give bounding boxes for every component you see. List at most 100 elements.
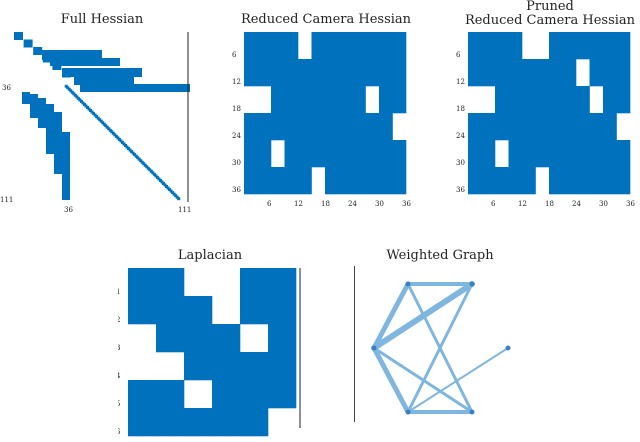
- reduced-cell: [365, 167, 380, 181]
- pruned-cell: [481, 126, 496, 141]
- laplacian-cell: [170, 338, 185, 353]
- reduced-cell: [365, 113, 380, 127]
- reduced-cell: [284, 167, 299, 181]
- laplacian-cell: [212, 352, 227, 367]
- reduced-cell: [311, 140, 326, 154]
- laplacian-cell: [226, 338, 241, 353]
- laplacian-cell: [198, 324, 213, 339]
- reduced-tick-x: 18: [321, 200, 330, 208]
- fh-point-block: [148, 168, 152, 172]
- pruned-cell: [495, 167, 509, 181]
- reduced-cell: [392, 86, 407, 100]
- fh-point-block: [140, 160, 144, 164]
- reduced-cell: [325, 126, 339, 141]
- fh-point-block: [104, 124, 108, 128]
- reduced-cell: [284, 180, 299, 195]
- graph-node: [469, 409, 475, 415]
- fh-point-block: [125, 145, 129, 149]
- laplacian-cell: [156, 394, 171, 409]
- pruned-cell: [481, 113, 496, 127]
- weighted-graph-plot: [371, 281, 511, 415]
- laplacian-cell: [254, 310, 269, 325]
- laplacian-cell: [226, 422, 241, 437]
- reduced-cell: [271, 99, 285, 114]
- laplacian-tick-y: 6: [118, 428, 121, 436]
- reduced-cell: [284, 59, 299, 73]
- laplacian-cell: [184, 324, 199, 339]
- fh-tick-left: 111: [0, 196, 13, 204]
- fh-point-block: [75, 95, 79, 99]
- fh-point-block: [114, 134, 118, 138]
- laplacian-cell: [282, 296, 297, 311]
- pruned-cell: [616, 72, 631, 87]
- pruned-cell: [562, 86, 577, 100]
- pruned-cell: [508, 72, 523, 87]
- fh-point-block: [81, 101, 85, 105]
- reduced-cell: [338, 126, 353, 141]
- laplacian-cell: [212, 422, 227, 437]
- laplacian-cell: [156, 310, 171, 325]
- reduced-cell: [298, 140, 312, 154]
- fh-point-block: [154, 174, 158, 178]
- laplacian-cell: [156, 268, 171, 283]
- pruned-cell: [508, 140, 523, 154]
- fh-offdiag-band: [62, 68, 142, 77]
- fh-point-block: [67, 87, 71, 91]
- pruned-cell: [495, 32, 509, 46]
- reduced-cell: [311, 126, 326, 141]
- laplacian-cell: [212, 408, 227, 423]
- laplacian-cell: [226, 380, 241, 395]
- laplacian-cell: [142, 394, 157, 409]
- laplacian-cell: [268, 366, 283, 381]
- pruned-cell: [549, 180, 563, 195]
- pruned-cell: [589, 126, 604, 141]
- pruned-cell: [495, 180, 509, 195]
- fh-point-block: [158, 178, 162, 182]
- fh-point-block: [98, 118, 102, 122]
- fh-point-block: [137, 157, 141, 161]
- pruned-cell: [603, 59, 617, 73]
- laplacian-cell: [184, 310, 199, 325]
- reduced-cell: [325, 99, 339, 114]
- laplacian-cell: [156, 296, 171, 311]
- laplacian-tick-y: 5: [118, 400, 120, 408]
- reduced-cell: [352, 167, 366, 181]
- reduced-cell: [284, 86, 299, 100]
- reduced-tick-x: 24: [348, 200, 357, 208]
- graph-edge: [406, 282, 474, 414]
- reduced-cell: [379, 113, 393, 127]
- reduced-cell: [257, 126, 272, 141]
- reduced-cell: [365, 32, 380, 46]
- pruned-cell: [535, 72, 550, 87]
- pruned-cell: [481, 45, 496, 60]
- fh-point-block: [162, 182, 165, 185]
- reduced-tick-y: 18: [232, 105, 241, 113]
- reduced-cell: [257, 140, 272, 154]
- fh-point-block: [86, 106, 89, 109]
- reduced-cell: [352, 140, 366, 154]
- pruned-cell: [522, 99, 536, 114]
- reduced-cell: [257, 167, 272, 181]
- laplacian-cell: [226, 324, 241, 339]
- reduced-cell: [257, 113, 272, 127]
- laplacian-cell: [254, 282, 269, 297]
- graph-edge: [407, 347, 509, 413]
- reduced-cell: [271, 86, 285, 100]
- pruned-cell: [508, 126, 523, 141]
- graph-edge: [371, 281, 411, 351]
- reduced-cell: [379, 32, 393, 46]
- pruned-hessian-plot: 6 12 18 24 30 36 6 12 18 24 30 36: [456, 32, 635, 208]
- pruned-cell: [468, 140, 482, 154]
- laplacian-cell: [240, 408, 255, 423]
- laplacian-cell: [128, 408, 143, 423]
- reduced-cell: [392, 45, 407, 60]
- graph-node: [505, 345, 511, 351]
- reduced-cell: [244, 153, 258, 168]
- laplacian-cell: [184, 366, 199, 381]
- fh-offdiag-band: [22, 92, 30, 104]
- pruned-tick-y: 18: [456, 105, 465, 113]
- fh-point-block: [155, 175, 159, 179]
- pruned-cell: [562, 99, 577, 114]
- reduced-cell: [311, 72, 326, 87]
- pruned-tick-x: 6: [491, 200, 496, 208]
